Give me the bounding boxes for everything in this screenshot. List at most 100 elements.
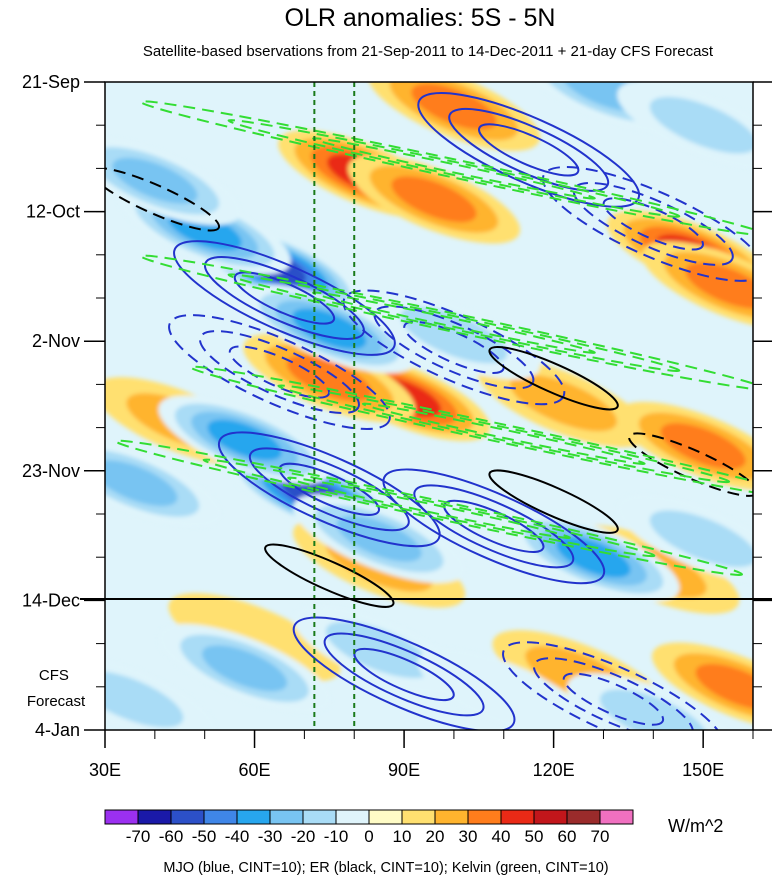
- mjo-contour: [203, 256, 365, 340]
- y-tick-label: 23-Nov: [22, 461, 80, 481]
- kelvin-contour: [312, 137, 596, 200]
- anomaly-cell: [660, 423, 746, 470]
- kelvin-contour: [114, 439, 744, 576]
- colorbar-swatch: [500, 809, 535, 825]
- plot-area: 21-Sep 12-Oct 2-Nov 23-Nov 14-Dec 4-Jan 30E 60…: [22, 72, 772, 780]
- mjo-contour: [323, 632, 485, 717]
- mjo-contour: [173, 240, 396, 356]
- reference-lines: [313, 82, 356, 730]
- mjo-contour: [403, 320, 505, 374]
- mjo-contour: [502, 641, 725, 730]
- kelvin-contour: [277, 384, 731, 484]
- colorbar-tick-label: 40: [492, 827, 511, 846]
- colorbar-tick-label: -50: [192, 827, 217, 846]
- mjo-contour: [382, 468, 606, 585]
- kelvin-contour: [139, 100, 753, 237]
- mjo-contour: [233, 271, 336, 325]
- colorbar-tick-label: -70: [126, 827, 151, 846]
- anomaly-cell: [105, 460, 178, 507]
- er-contour: [627, 432, 753, 497]
- kelvin-contour: [139, 254, 753, 391]
- colorbar-swatch: [368, 809, 403, 825]
- x-tick-label: 30E: [89, 760, 121, 780]
- mjo-contour: [541, 166, 753, 282]
- anomaly-cell: [695, 663, 753, 710]
- colorbar-swatch: [434, 809, 469, 825]
- colorbar-swatch: [302, 809, 337, 825]
- x-tick-label: 120E: [533, 760, 575, 780]
- colorbar-tick-label: 60: [558, 827, 577, 846]
- kelvin-contour: [287, 476, 571, 540]
- colorbar-tick-label: -20: [291, 827, 316, 846]
- colorbar-swatch: [401, 809, 436, 825]
- wave-contours: [105, 91, 753, 730]
- anomaly-cell: [336, 515, 422, 562]
- chart-caption: MJO (blue, CINT=10); ER (black, CINT=10)…: [163, 860, 608, 876]
- anomaly-cell: [649, 510, 753, 567]
- forecast-label-line-1: CFS: [39, 667, 69, 684]
- anomaly-cell: [105, 670, 184, 728]
- anomaly-cell: [599, 689, 707, 730]
- y-tick-label: 2-Nov: [32, 331, 80, 351]
- colorbar-tick-label: -10: [324, 827, 349, 846]
- chart-title: OLR anomalies: 5S - 5N: [285, 4, 556, 32]
- mjo-contour: [292, 616, 516, 730]
- y-tick-label: 4-Jan: [35, 720, 80, 740]
- x-tick-label: 150E: [682, 760, 724, 780]
- mjo-contour: [198, 330, 360, 415]
- anomaly-cell: [685, 262, 753, 309]
- colorbar-units: W/m^2: [668, 816, 723, 836]
- y-axis: 21-Sep 12-Oct 2-Nov 23-Nov 14-Dec 4-Jan: [22, 72, 772, 740]
- er-contour: [105, 167, 221, 232]
- anomaly-cell: [417, 648, 590, 730]
- kelvin-contour: [361, 402, 646, 465]
- mjo-contour: [168, 314, 391, 430]
- colorbar-tick-label: -30: [258, 827, 283, 846]
- colorbar-swatch: [599, 809, 634, 825]
- chart-subtitle: Satellite-based bservations from 21-Sep-…: [143, 43, 714, 60]
- er-contour: [488, 469, 619, 534]
- anomaly-cell: [510, 374, 617, 432]
- colorbar-swatch: [566, 809, 601, 825]
- mjo-contour: [602, 197, 704, 251]
- colorbar-swatch: [170, 809, 205, 825]
- mjo-contour: [572, 181, 734, 266]
- mjo-contour: [413, 484, 575, 569]
- colorbar-swatch: [104, 809, 139, 825]
- anomaly-cell: [202, 645, 288, 692]
- plot-frame: [104, 81, 754, 731]
- anomaly-cell: [649, 96, 753, 154]
- colorbar-tick-label: 10: [393, 827, 412, 846]
- mjo-contour: [562, 672, 665, 726]
- y-tick-label: 21-Sep: [22, 72, 80, 92]
- colorbar-swatch: [533, 809, 568, 825]
- colorbar-tick-label: 50: [525, 827, 544, 846]
- mjo-contour: [448, 107, 610, 192]
- x-tick-label: 90E: [388, 760, 420, 780]
- mjo-contour: [417, 91, 641, 208]
- mjo-contour: [373, 305, 535, 390]
- anomaly-cell: [556, 536, 631, 578]
- anomaly-cell: [391, 176, 477, 223]
- colorbar-swatch: [335, 809, 370, 825]
- anomaly-cell: [411, 83, 497, 130]
- colorbar-swatch: [236, 809, 271, 825]
- x-axis: 30E 60E 90E 120E 150E: [89, 730, 754, 780]
- colorbar-tick-label: 30: [459, 827, 478, 846]
- kelvin-contour: [227, 119, 681, 218]
- kelvin-contour: [227, 273, 681, 373]
- forecast-label: CFS Forecast: [27, 667, 86, 710]
- anomaly-cell: [112, 157, 198, 204]
- y-tick-label: 14-Dec: [22, 590, 80, 610]
- mjo-contour: [248, 447, 410, 532]
- colorbar-swatch: [203, 809, 238, 825]
- mjo-contour: [228, 345, 331, 399]
- colorbar-swatch: [467, 809, 502, 825]
- mjo-contour: [217, 431, 441, 548]
- colorbar-swatch: [137, 809, 172, 825]
- kelvin-contour: [202, 458, 656, 558]
- anomaly-cell: [207, 419, 282, 461]
- colorbar-swatch: [269, 809, 304, 825]
- mjo-contour: [478, 123, 580, 177]
